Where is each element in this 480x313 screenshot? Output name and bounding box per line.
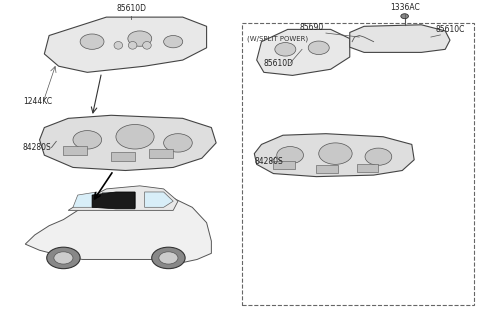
- Bar: [242, 23, 474, 305]
- Bar: [111, 152, 135, 161]
- Text: 84280S: 84280S: [254, 157, 283, 167]
- Polygon shape: [257, 29, 350, 75]
- Ellipse shape: [114, 42, 122, 49]
- Text: 1336AC: 1336AC: [390, 3, 420, 12]
- Polygon shape: [25, 195, 211, 263]
- Polygon shape: [144, 192, 173, 207]
- Polygon shape: [92, 192, 135, 209]
- Polygon shape: [73, 192, 97, 207]
- Circle shape: [275, 43, 296, 56]
- Text: 85610C: 85610C: [436, 25, 465, 34]
- Circle shape: [128, 31, 152, 46]
- Circle shape: [159, 252, 178, 264]
- Ellipse shape: [128, 42, 137, 49]
- Circle shape: [164, 134, 192, 152]
- Bar: [149, 149, 173, 158]
- Circle shape: [73, 131, 102, 149]
- Circle shape: [401, 14, 408, 19]
- Text: (W/SPLIT POWER): (W/SPLIT POWER): [247, 35, 308, 42]
- Circle shape: [319, 143, 352, 164]
- Polygon shape: [68, 186, 178, 210]
- Polygon shape: [44, 17, 206, 72]
- Circle shape: [164, 35, 183, 48]
- Polygon shape: [39, 115, 216, 171]
- Circle shape: [80, 34, 104, 49]
- Bar: [63, 146, 87, 155]
- Circle shape: [308, 41, 329, 54]
- Bar: [316, 165, 338, 173]
- Text: 84280S: 84280S: [23, 143, 52, 152]
- Ellipse shape: [143, 42, 151, 49]
- Circle shape: [47, 247, 80, 269]
- Bar: [274, 161, 295, 169]
- Circle shape: [277, 146, 303, 164]
- Polygon shape: [350, 25, 450, 52]
- Circle shape: [152, 247, 185, 269]
- Text: 85610D: 85610D: [264, 59, 294, 68]
- Text: 85690: 85690: [300, 23, 324, 33]
- Bar: [357, 164, 378, 172]
- Polygon shape: [254, 134, 414, 177]
- Polygon shape: [102, 192, 135, 207]
- Text: 85610D: 85610D: [116, 3, 146, 13]
- Circle shape: [116, 125, 154, 149]
- Circle shape: [365, 148, 392, 165]
- Circle shape: [54, 252, 73, 264]
- Text: 1244KC: 1244KC: [23, 97, 52, 106]
